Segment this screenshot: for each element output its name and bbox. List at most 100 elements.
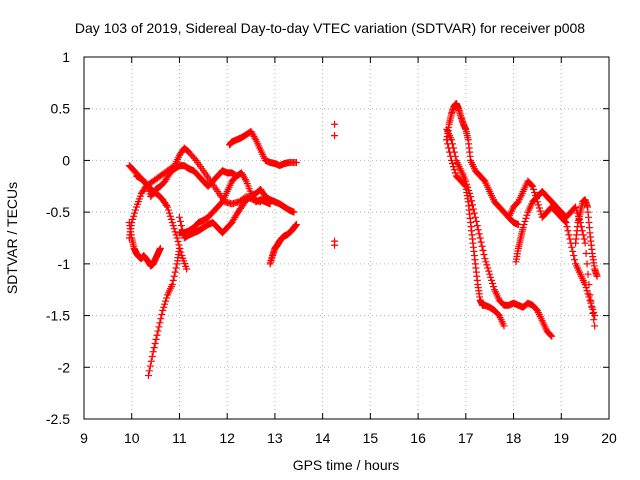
y-tick-label: -1.5: [46, 308, 70, 324]
data-point-interp: [157, 315, 165, 323]
data-point-interp: [522, 214, 530, 222]
data-point: [462, 177, 470, 185]
data-point-interp: [490, 283, 497, 291]
data-point-interp: [132, 206, 140, 214]
data-point-interp: [170, 272, 178, 280]
data-point-interp: [176, 217, 184, 225]
data-point-interp: [158, 311, 166, 319]
chart-title: Day 103 of 2019, Sidereal Day-to-day VTE…: [75, 20, 585, 36]
data-point: [149, 348, 157, 356]
data-point-interp: [590, 316, 598, 324]
data-point-interp: [469, 201, 476, 209]
data-point-interp: [473, 222, 481, 230]
data-point: [500, 322, 508, 330]
data-point: [175, 213, 183, 221]
data-point-interp: [489, 280, 497, 288]
data-point-interp: [167, 215, 175, 223]
data-point-interp: [520, 221, 528, 229]
data-point-interp: [448, 160, 456, 168]
data-point-interp: [588, 303, 596, 311]
data-point-interp: [482, 258, 490, 266]
data-point-interp: [450, 166, 458, 174]
data-point-interp: [478, 242, 486, 250]
data-point: [175, 244, 183, 252]
data-point-interp: [155, 323, 163, 331]
data-point: [154, 327, 162, 335]
data-point-interp: [170, 225, 178, 233]
x-tick-label: 20: [601, 430, 617, 446]
data-point-interp: [151, 339, 159, 347]
data-point-interp: [484, 264, 492, 272]
series-s1: [125, 218, 164, 270]
data-point: [486, 270, 494, 278]
data-point-interp: [464, 183, 472, 191]
x-tick-label: 18: [506, 430, 522, 446]
data-point-interp: [153, 331, 161, 339]
x-axis-label: GPS time / hours: [293, 457, 400, 473]
data-point-interp: [161, 300, 169, 308]
data-point-interp: [131, 209, 139, 217]
x-tick-label: 12: [219, 430, 235, 446]
series-s12: [443, 136, 508, 330]
series-s8: [226, 127, 300, 170]
data-point-interp: [171, 228, 179, 236]
series-s3: [125, 144, 265, 242]
series-s4: [133, 162, 241, 201]
data-point-interp: [566, 235, 574, 243]
data-point-interp: [523, 211, 531, 219]
x-tick-label: 17: [458, 430, 474, 446]
data-point-interp: [485, 267, 493, 275]
data-point: [183, 265, 191, 273]
data-point-interp: [547, 331, 555, 339]
data-point: [173, 234, 181, 242]
x-tick-label: 14: [315, 430, 331, 446]
data-point-interp: [449, 144, 457, 152]
data-point-interp: [147, 357, 155, 365]
data-point: [471, 213, 479, 221]
data-point-interp: [172, 264, 180, 272]
y-tick-label: -2.5: [46, 411, 70, 427]
data-point-interp: [483, 261, 491, 269]
data-point-interp: [585, 281, 593, 289]
data-point-interp: [171, 268, 179, 276]
data-point-interp: [156, 319, 164, 327]
data-point-interp: [451, 152, 459, 160]
data-points: [125, 100, 601, 380]
series-s13: [443, 125, 556, 340]
data-point: [548, 332, 556, 340]
data-point-interp: [474, 226, 482, 234]
data-point: [586, 291, 594, 299]
plot-frame: [83, 56, 610, 420]
series-s9: [266, 221, 300, 268]
data-point-interp: [472, 217, 480, 225]
data-point-interp: [174, 238, 182, 246]
data-point-interp: [530, 185, 538, 193]
data-point-interp: [130, 212, 138, 220]
data-point-interp: [487, 273, 495, 281]
x-tick-labels: 9 10 11 12 13 14 15 16 17 18 19 20: [80, 430, 617, 446]
data-point-interp: [536, 207, 544, 215]
data-point: [481, 255, 489, 263]
data-point-interp: [152, 335, 160, 343]
data-point: [467, 193, 475, 201]
data-point-interp: [563, 223, 571, 231]
data-point-interp: [166, 212, 174, 220]
x-tick-label: 16: [410, 430, 426, 446]
data-point-interp: [177, 222, 185, 230]
data-point-interp: [480, 251, 488, 259]
data-point-interp: [468, 197, 476, 205]
series-s15: [512, 187, 599, 330]
data-point-interp: [466, 190, 474, 198]
data-point: [292, 221, 300, 229]
data-point-interp: [448, 140, 456, 148]
x-tick-label: 11: [172, 430, 187, 446]
data-point-interp: [535, 204, 543, 212]
series-s16: [572, 196, 601, 280]
data-point-interp: [148, 353, 156, 361]
data-point-interp: [564, 227, 572, 235]
data-point-interp: [475, 230, 483, 238]
data-point: [128, 218, 136, 226]
y-tick-label: 0: [62, 152, 70, 168]
data-point: [331, 132, 339, 140]
data-point-interp: [570, 252, 578, 260]
